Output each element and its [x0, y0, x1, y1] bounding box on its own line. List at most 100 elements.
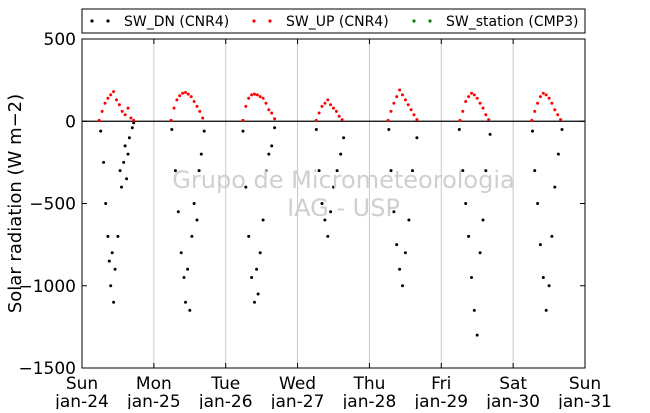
data-point: [533, 109, 537, 113]
data-point: [202, 129, 206, 133]
data-point: [484, 113, 488, 117]
data-point: [198, 109, 202, 113]
data-point: [109, 93, 113, 97]
data-point: [387, 128, 391, 131]
x-tick-label-day: Mon: [136, 374, 172, 394]
data-point: [547, 284, 551, 288]
data-point: [342, 136, 346, 140]
data-point: [335, 169, 339, 173]
data-point: [556, 113, 560, 117]
data-point: [113, 267, 117, 271]
data-point: [538, 95, 542, 99]
data-point: [398, 88, 402, 92]
data-point: [195, 104, 199, 108]
data-point: [173, 169, 177, 173]
data-point: [132, 121, 136, 125]
data-point: [386, 118, 390, 122]
data-point: [255, 93, 259, 97]
data-point: [464, 100, 468, 103]
data-point: [170, 128, 174, 131]
data-point: [273, 117, 277, 121]
legend-marker: [252, 19, 256, 23]
x-tick-label-date: jan-26: [198, 392, 253, 409]
data-point: [247, 234, 251, 238]
legend-marker: [268, 19, 272, 23]
data-point: [326, 234, 330, 238]
data-point: [97, 118, 101, 122]
data-point: [409, 108, 413, 112]
data-point: [401, 93, 404, 97]
data-point: [186, 267, 190, 271]
data-point: [556, 152, 560, 156]
data-point: [273, 126, 277, 130]
data-point: [530, 118, 534, 122]
data-point: [467, 95, 471, 99]
data-point: [334, 109, 338, 113]
data-point: [461, 109, 465, 113]
x-tick-label-day: Fri: [431, 374, 451, 394]
data-point: [264, 169, 268, 173]
data-point: [106, 96, 110, 100]
data-point: [472, 308, 476, 312]
y-tick-label: −1500: [18, 359, 76, 379]
data-point: [120, 185, 123, 189]
data-point: [109, 284, 113, 288]
x-tick-label-day: Tue: [210, 374, 240, 394]
data-point: [188, 308, 192, 312]
y-tick-label: −1000: [18, 277, 76, 297]
watermark-line: Grupo de Micrometeorologia: [172, 166, 514, 194]
data-point: [536, 202, 540, 205]
data-point: [181, 91, 185, 95]
watermark-line: IAG - USP: [287, 194, 400, 222]
data-point: [478, 251, 482, 255]
data-point: [484, 169, 488, 173]
data-point: [186, 92, 190, 96]
data-point: [169, 118, 173, 122]
x-tick-label-day: Thu: [352, 374, 385, 394]
data-point: [481, 106, 485, 110]
data-point: [406, 103, 410, 107]
data-point: [112, 90, 116, 94]
data-point: [541, 91, 545, 95]
y-tick-label: −500: [29, 195, 76, 215]
legend-marker: [428, 19, 432, 23]
data-point: [339, 152, 343, 156]
data-point: [412, 113, 416, 117]
data-point: [559, 118, 563, 122]
data-point: [392, 210, 396, 214]
data-point: [184, 300, 187, 304]
data-point: [241, 129, 245, 133]
data-point: [112, 300, 116, 304]
data-point: [314, 118, 318, 122]
data-point: [256, 292, 260, 296]
data-point: [470, 91, 473, 95]
data-point: [184, 91, 187, 94]
data-point: [560, 128, 564, 131]
data-point: [199, 152, 203, 156]
data-point: [470, 276, 473, 279]
data-point: [457, 128, 461, 131]
data-point: [329, 103, 333, 107]
data-point: [118, 169, 122, 173]
data-point: [126, 106, 130, 110]
legend-label: SW_station (CMP3): [446, 14, 579, 30]
labels-layer: 5000−500−1000−1500Sunjan-24Monjan-25Tuej…: [5, 30, 612, 412]
x-tick-label-day: Sat: [499, 374, 527, 394]
points-layer: [97, 88, 564, 337]
legend: SW_DN (CNR4) SW_UP (CNR4) SW_station (CMP3…: [81, 8, 586, 34]
data-point: [110, 251, 114, 255]
data-point: [175, 98, 179, 102]
data-point: [329, 210, 333, 214]
data-point: [395, 243, 399, 247]
x-tick-label-date: jan-24: [54, 392, 109, 409]
data-point: [195, 218, 199, 222]
data-point: [467, 234, 471, 238]
data-point: [326, 98, 330, 102]
data-point: [178, 94, 182, 98]
data-point: [403, 251, 407, 255]
data-point: [261, 96, 265, 100]
data-point: [553, 185, 557, 189]
data-point: [317, 111, 321, 115]
